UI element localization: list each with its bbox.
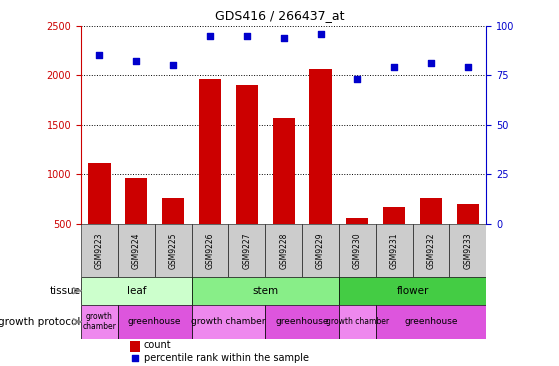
Point	[130, 355, 139, 361]
Text: GSM9229: GSM9229	[316, 232, 325, 269]
Text: GSM9226: GSM9226	[206, 232, 215, 269]
Text: GSM9227: GSM9227	[243, 232, 252, 269]
Point	[427, 60, 435, 66]
Text: percentile rank within the sample: percentile rank within the sample	[144, 353, 309, 363]
Text: GSM9231: GSM9231	[390, 232, 399, 269]
Bar	[192, 224, 229, 277]
Bar	[125, 178, 148, 224]
Point	[463, 64, 472, 70]
Point	[169, 62, 178, 68]
Bar	[376, 305, 486, 339]
Bar	[310, 69, 331, 224]
Bar	[162, 198, 184, 224]
Text: growth chamber: growth chamber	[191, 317, 266, 326]
Bar	[192, 305, 266, 339]
Bar	[130, 341, 140, 352]
Text: growth
chamber: growth chamber	[83, 312, 116, 332]
Bar	[88, 163, 111, 224]
Text: GSM9224: GSM9224	[132, 232, 141, 269]
Text: count: count	[144, 340, 172, 350]
Bar	[199, 79, 221, 224]
Bar	[273, 118, 295, 224]
Text: GSM9225: GSM9225	[169, 232, 178, 269]
Bar	[339, 305, 376, 339]
Bar	[339, 224, 376, 277]
Text: greenhouse: greenhouse	[276, 317, 329, 326]
Text: stem: stem	[252, 286, 278, 296]
Bar	[236, 85, 258, 224]
Bar	[81, 277, 192, 305]
Text: growth chamber: growth chamber	[326, 317, 389, 326]
Bar	[118, 305, 192, 339]
Text: greenhouse: greenhouse	[128, 317, 182, 326]
Bar	[457, 204, 479, 224]
Bar	[229, 224, 266, 277]
Bar	[192, 277, 339, 305]
Text: GSM9232: GSM9232	[427, 232, 435, 269]
Point	[353, 76, 362, 82]
Bar	[118, 224, 155, 277]
Text: GSM9228: GSM9228	[279, 232, 288, 269]
Text: flower: flower	[396, 286, 429, 296]
Bar	[81, 305, 118, 339]
Text: growth protocol: growth protocol	[0, 317, 81, 327]
Bar	[339, 277, 486, 305]
Bar	[155, 224, 192, 277]
Bar	[449, 224, 486, 277]
Text: GSM9223: GSM9223	[95, 232, 104, 269]
Point	[206, 33, 215, 38]
Bar	[413, 224, 449, 277]
Point	[132, 59, 141, 64]
Bar	[266, 305, 339, 339]
Point	[279, 35, 288, 41]
Text: tissue: tissue	[50, 286, 81, 296]
Point	[316, 31, 325, 37]
Text: GSM9233: GSM9233	[463, 232, 472, 269]
Text: greenhouse: greenhouse	[404, 317, 458, 326]
Point	[390, 64, 399, 70]
Text: leaf: leaf	[126, 286, 146, 296]
Bar	[266, 224, 302, 277]
Bar	[302, 224, 339, 277]
Text: GSM9230: GSM9230	[353, 232, 362, 269]
Bar	[420, 198, 442, 224]
Bar	[376, 224, 413, 277]
Bar	[81, 224, 118, 277]
Bar	[383, 207, 405, 224]
Bar	[347, 218, 368, 224]
Text: GDS416 / 266437_at: GDS416 / 266437_at	[215, 9, 344, 22]
Point	[95, 52, 104, 58]
Point	[243, 33, 252, 38]
